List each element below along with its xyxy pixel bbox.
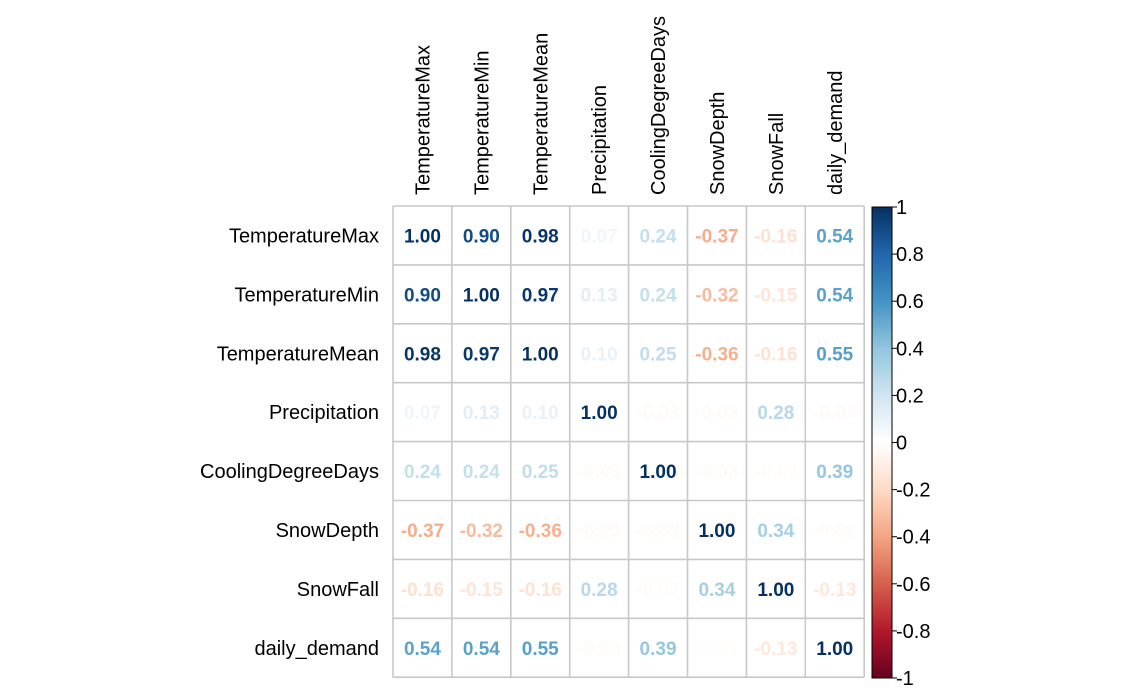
cell-value: 0.55 — [522, 639, 559, 660]
cell-value: -0.01 — [695, 639, 739, 660]
cell-value: 0.34 — [757, 521, 794, 542]
cell-value: -0.03 — [636, 403, 679, 424]
cell-value: -0.16 — [519, 580, 562, 601]
cell-value: 1.00 — [463, 285, 500, 306]
cell-value: 0.28 — [581, 580, 618, 601]
cell-value: -0.03 — [636, 521, 679, 542]
legend-tick-label: -0.6 — [896, 574, 930, 596]
cell-value: 0.54 — [404, 639, 441, 660]
cell-value: 0.25 — [640, 344, 677, 365]
column-label: TemperatureMax — [412, 45, 434, 195]
cell-value: 0.10 — [581, 344, 618, 365]
cell-value: 0.25 — [522, 462, 559, 483]
cell-value: 0.54 — [816, 285, 853, 306]
row-label: SnowFall — [297, 579, 379, 601]
cell-value: -0.36 — [519, 521, 562, 542]
cell-value: 0.90 — [463, 226, 500, 247]
cell-value: 0.24 — [640, 226, 677, 247]
column-label: daily_demand — [825, 70, 847, 195]
cell-value: 0.07 — [581, 226, 618, 247]
cell-value: 0.98 — [522, 226, 559, 247]
cell-value: 0.24 — [463, 462, 500, 483]
column-label: SnowDepth — [707, 92, 729, 195]
column-label: CoolingDegreeDays — [648, 16, 670, 195]
cell-value: 0.54 — [816, 226, 853, 247]
cell-value: 0.98 — [404, 344, 441, 365]
cell-value: 0.39 — [816, 462, 853, 483]
correlation-cells: 1.00 0.90 0.98 0.07 0.24 -0.37 -0.16 0.54 0.90 1.… — [401, 226, 857, 659]
cell-value: -0.03 — [695, 462, 738, 483]
cell-value: -0.15 — [460, 580, 504, 601]
column-label: Precipitation — [589, 85, 611, 195]
legend-tick-label: -0.2 — [896, 480, 930, 502]
cell-value: 0.39 — [640, 639, 677, 660]
legend-tick-label: 1 — [896, 197, 907, 219]
cell-value: -0.15 — [754, 285, 798, 306]
cell-value: 1.00 — [522, 344, 559, 365]
cell-value: -0.13 — [754, 639, 797, 660]
cell-value: 0.97 — [463, 344, 500, 365]
cell-value: -0.13 — [813, 580, 856, 601]
cell-value: 0.54 — [463, 639, 500, 660]
legend-tick-label: -1 — [896, 668, 914, 690]
cell-value: -0.16 — [754, 226, 797, 247]
cell-value: 0.90 — [404, 285, 441, 306]
legend-tick-label: 0.6 — [896, 291, 924, 313]
cell-value: -0.03 — [577, 639, 620, 660]
legend-tick-label: -0.4 — [896, 527, 930, 549]
cell-value: 1.00 — [640, 462, 677, 483]
cell-value: 0.13 — [581, 285, 618, 306]
cell-value: -0.03 — [577, 462, 620, 483]
cell-value: 0.24 — [640, 285, 677, 306]
row-label: daily_demand — [254, 638, 379, 660]
cell-value: 0.13 — [463, 403, 500, 424]
cell-value: -0.02 — [754, 462, 797, 483]
column-labels: TemperatureMax TemperatureMin TemperatureM… — [412, 16, 846, 195]
cell-value: 1.00 — [757, 580, 794, 601]
cell-value: -0.03 — [695, 403, 738, 424]
cell-value: 0.97 — [522, 285, 559, 306]
row-label: TemperatureMax — [229, 225, 379, 247]
cell-value: 1.00 — [816, 639, 853, 660]
cell-value: -0.02 — [813, 521, 856, 542]
cell-value: -0.32 — [460, 521, 503, 542]
cell-value: 0.07 — [404, 403, 441, 424]
cell-value: -0.37 — [695, 226, 738, 247]
cell-value: 0.28 — [757, 403, 794, 424]
row-label: CoolingDegreeDays — [200, 461, 379, 483]
cell-value: -0.16 — [754, 344, 797, 365]
cell-value: 0.10 — [522, 403, 559, 424]
row-label: SnowDepth — [276, 520, 379, 542]
cell-value: -0.36 — [695, 344, 738, 365]
cell-value: 0.34 — [698, 580, 735, 601]
cell-value: 0.55 — [816, 344, 853, 365]
cell-value: -0.03 — [813, 403, 856, 424]
cell-value: 1.00 — [404, 226, 441, 247]
column-label: SnowFall — [766, 113, 788, 195]
row-label: TemperatureMin — [234, 284, 379, 306]
legend-tick-label: 0.8 — [896, 244, 924, 266]
cell-value: -0.37 — [401, 521, 444, 542]
row-label: TemperatureMean — [217, 343, 379, 365]
legend-color-bar — [871, 206, 893, 679]
row-labels: TemperatureMax TemperatureMin TemperatureM… — [200, 225, 379, 659]
legend-tick-label: 0.4 — [896, 338, 924, 360]
cell-value: -0.03 — [577, 521, 620, 542]
legend-tick-label: 0 — [896, 433, 907, 455]
cell-value: -0.02 — [636, 580, 679, 601]
cell-value: -0.32 — [695, 285, 738, 306]
cell-value: -0.16 — [401, 580, 444, 601]
legend-tick-label: -0.8 — [896, 621, 930, 643]
cell-value: 0.24 — [404, 462, 441, 483]
cell-value: 1.00 — [698, 521, 735, 542]
cell-value: 1.00 — [581, 403, 618, 424]
color-legend: 1 0.8 0.6 0.4 0.2 0 -0.2 -0.4 -0.6 -0.8 -1 — [871, 197, 930, 690]
column-label: TemperatureMin — [471, 50, 493, 195]
grid-lines — [392, 205, 866, 679]
column-label: TemperatureMean — [530, 33, 552, 195]
row-label: Precipitation — [269, 402, 379, 424]
legend-tick-label: 0.2 — [896, 385, 924, 407]
